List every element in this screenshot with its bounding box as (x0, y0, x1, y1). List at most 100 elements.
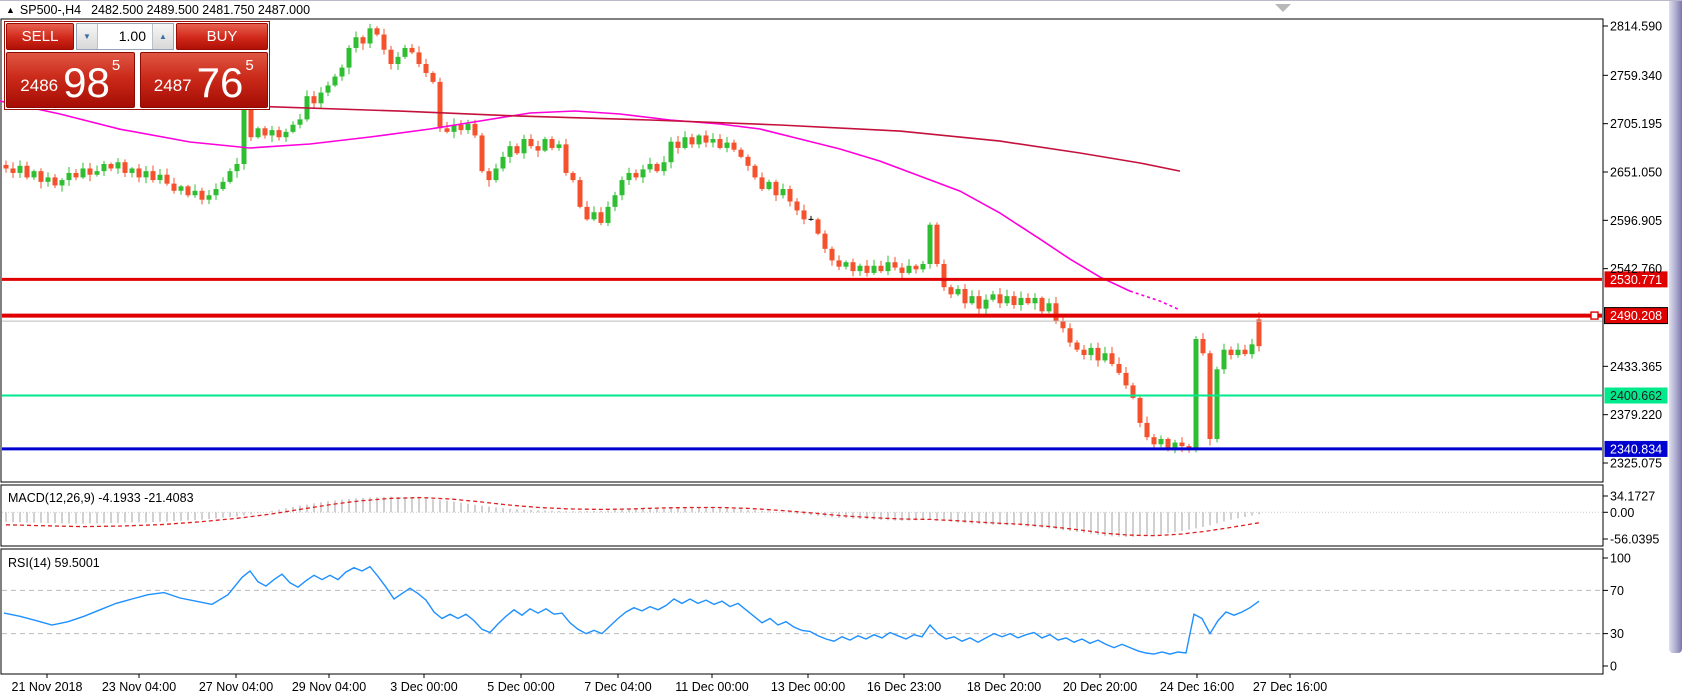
candle-body (983, 299, 989, 309)
candle-body (325, 85, 331, 93)
candle-body (423, 64, 429, 73)
candle-body (255, 128, 261, 138)
candle-body (402, 47, 408, 57)
candle-body (1151, 437, 1157, 445)
candle-body (829, 248, 835, 261)
candle-body (913, 265, 919, 270)
candle-body (129, 168, 135, 173)
candle-body (108, 164, 114, 169)
buy-price-superscript: 5 (245, 57, 254, 74)
candle-body (374, 28, 380, 35)
volume-increase-button[interactable]: ▲ (152, 24, 173, 49)
candle-body (1249, 344, 1255, 355)
candle-body (367, 28, 373, 44)
sell-price-prefix: 2486 (20, 76, 59, 95)
candle-body (479, 135, 485, 172)
candle-body (871, 265, 877, 273)
candle-body (318, 92, 324, 104)
candle-body (535, 146, 541, 151)
candle-body (696, 135, 702, 145)
rsi-tick-label: 100 (1610, 552, 1631, 566)
candle-body (458, 124, 464, 131)
volume-decrease-button[interactable]: ▼ (77, 24, 98, 49)
candle-body (1088, 347, 1094, 356)
price-tick-label: 2379.220 (1610, 408, 1662, 422)
candle-body (787, 189, 793, 202)
candle-body (269, 130, 275, 136)
level-marker[interactable] (1590, 311, 1599, 320)
candle-body (584, 206, 590, 220)
candle-body (1067, 328, 1073, 343)
sell-quote-panel[interactable]: 2486 98 5 (6, 52, 135, 108)
sell-button[interactable]: SELL (6, 23, 74, 50)
candle-body (185, 186, 191, 196)
candle-body (59, 180, 65, 186)
candle-body (815, 219, 821, 234)
buy-quote-panel[interactable]: 2487 76 5 (139, 52, 268, 108)
candle-body (1123, 372, 1129, 386)
scroll-position-triangle-icon[interactable] (1275, 4, 1291, 12)
symbol-timeframe-label: SP500-,H4 (19, 3, 82, 17)
price-tick-label: 2814.590 (1610, 20, 1662, 34)
time-label: 13 Dec 00:00 (771, 680, 845, 694)
ma-slow-crimson (139, 102, 1181, 172)
candle-body (52, 177, 58, 186)
rsi-panel (0, 548, 1604, 675)
price-tick-label: 2325.075 (1610, 457, 1662, 471)
candle-body (199, 190, 205, 200)
candle-body (1172, 442, 1178, 448)
candle-body (577, 180, 583, 207)
sell-price-superscript: 5 (111, 57, 121, 74)
candle-body (899, 267, 905, 273)
candle-body (381, 34, 387, 50)
candle-body (1102, 353, 1108, 361)
candle-body (857, 265, 863, 272)
one-click-trading-panel: SELL ▼ ▲ BUY 2486 98 5 2487 76 5 (4, 21, 270, 110)
candle-body (143, 171, 149, 178)
candle-body (31, 171, 37, 178)
candle-body (1256, 319, 1262, 347)
candle-body (514, 146, 520, 154)
candle-body (997, 294, 1003, 304)
candle-body (962, 288, 968, 304)
candle-body (465, 123, 471, 131)
time-label: 20 Dec 20:00 (1063, 680, 1137, 694)
candle-body (87, 168, 93, 175)
level-price-label-bg (1604, 271, 1668, 288)
rsi-tick-label: 0 (1610, 660, 1617, 674)
candle-body (612, 195, 618, 207)
window-scrollbar[interactable] (1669, 1, 1682, 653)
price-tick-label: 2542.760 (1610, 262, 1662, 276)
candle-body (486, 171, 492, 181)
candle-body (682, 137, 688, 148)
candle-body (94, 171, 100, 175)
candle-body (297, 119, 303, 125)
level-price-label-bg (1604, 307, 1668, 325)
candle-body (45, 177, 51, 182)
candle-body (3, 164, 9, 169)
candle-body (1130, 385, 1136, 398)
time-label: 21 Nov 2018 (12, 680, 83, 694)
candle-body (1116, 363, 1122, 373)
candle-body (1039, 297, 1045, 312)
candle-body (38, 171, 44, 182)
candle-body (409, 47, 415, 53)
candle-body (101, 164, 107, 172)
level-price-label: 2530.771 (1610, 273, 1662, 287)
candle-body (556, 144, 562, 148)
volume-input[interactable] (98, 24, 152, 49)
candle-body (1060, 321, 1066, 329)
buy-price-big: 76 (196, 59, 244, 107)
candle-body (955, 288, 961, 295)
candle-body (906, 265, 912, 273)
candle-body (836, 260, 842, 267)
candle-body (1144, 422, 1150, 438)
collapse-triangle-icon[interactable]: ▲ (6, 5, 15, 15)
buy-button[interactable]: BUY (176, 23, 268, 50)
level-price-label: 2400.662 (1610, 389, 1662, 403)
candle-body (73, 172, 79, 178)
candle-body (360, 37, 366, 44)
candle-body (171, 183, 177, 191)
candle-body (1228, 349, 1234, 356)
candle-body (822, 233, 828, 249)
